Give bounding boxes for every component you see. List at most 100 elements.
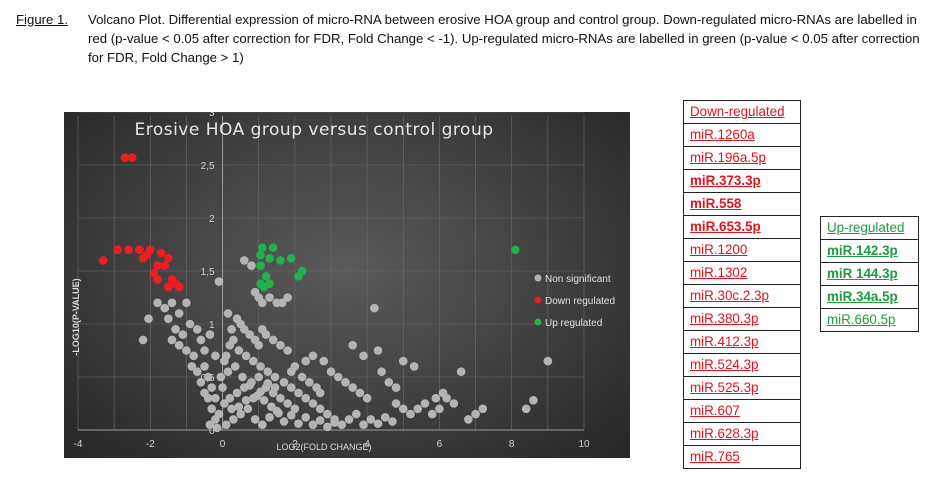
non-significant-point <box>239 325 249 334</box>
non-significant-point <box>355 388 365 398</box>
volcano-plot: -4-202468100,511,522,530 Erosive HOA gro… <box>71 112 615 452</box>
non-significant-point <box>276 393 285 403</box>
non-significant-point <box>294 388 303 398</box>
non-significant-point <box>200 362 209 371</box>
non-significant-point <box>196 378 206 387</box>
down-regulated-point <box>113 245 123 255</box>
non-significant-point <box>259 396 269 405</box>
non-significant-point <box>380 412 390 422</box>
up-regulated-point <box>256 250 265 260</box>
non-significant-point <box>319 356 329 366</box>
non-significant-point <box>223 309 233 318</box>
y-tick-label: 1,5 <box>201 267 215 278</box>
up-regulated-point <box>259 282 269 292</box>
non-significant-point <box>144 314 153 323</box>
x-tick-label: 8 <box>509 439 515 450</box>
x-tick-label: 4 <box>364 439 370 450</box>
non-significant-point <box>290 404 300 414</box>
non-significant-point <box>333 372 343 382</box>
down-regulated-mirna-cell: miR.373.3p <box>683 169 801 193</box>
non-significant-point <box>283 399 292 408</box>
down-regulated-point <box>138 253 148 263</box>
non-significant-point <box>352 409 361 419</box>
non-significant-point <box>250 415 260 424</box>
non-significant-point <box>234 346 244 355</box>
non-significant-point <box>420 399 430 408</box>
non-significant-point <box>308 399 318 408</box>
non-significant-point <box>359 351 368 361</box>
non-significant-point <box>478 404 488 414</box>
down-regulated-mirna-cell: miR.607 <box>683 399 801 423</box>
legend-label: Down regulated <box>545 296 615 307</box>
down-regulated-mirna-cell: miR.1260a <box>683 123 801 147</box>
non-significant-point <box>256 362 265 371</box>
down-regulated-point <box>174 282 184 292</box>
non-significant-point <box>323 422 332 432</box>
non-significant-point <box>301 412 310 422</box>
non-significant-point <box>138 335 148 345</box>
non-significant-point <box>529 396 538 405</box>
non-significant-point <box>330 418 339 427</box>
down-regulated-table: Down-regulated miR.1260a miR.196a.5p miR.37… <box>683 100 801 469</box>
y-tick-label: 3 <box>209 112 215 119</box>
non-significant-point <box>427 409 437 419</box>
non-significant-point <box>254 372 264 382</box>
figure-label: Figure 1. <box>16 12 69 27</box>
non-significant-point <box>207 404 217 414</box>
non-significant-point <box>315 416 325 425</box>
non-significant-point <box>211 393 220 403</box>
up-regulated-table: Up-regulated miR.142.3p miR 144.3p miR.34a.… <box>820 216 919 332</box>
non-significant-point <box>232 388 242 398</box>
non-significant-point <box>406 409 415 419</box>
non-significant-point <box>388 417 397 426</box>
non-significant-point <box>211 351 220 361</box>
non-significant-point <box>230 362 240 371</box>
non-significant-point <box>192 325 202 334</box>
non-significant-point <box>308 420 318 430</box>
non-significant-point <box>279 417 289 426</box>
non-significant-point <box>337 420 347 430</box>
non-significant-point <box>438 388 448 398</box>
down-regulated-point <box>153 261 162 270</box>
down-regulated-mirna-cell: miR.628.3p <box>683 422 801 446</box>
non-significant-point <box>277 298 287 308</box>
non-significant-point <box>203 372 213 382</box>
up-regulated-point <box>256 261 265 270</box>
non-significant-point <box>171 325 180 334</box>
non-significant-point <box>274 408 283 418</box>
non-significant-point <box>223 367 233 376</box>
non-significant-point <box>167 335 177 345</box>
x-tick-label: -2 <box>146 439 155 450</box>
non-significant-point <box>182 298 191 308</box>
non-significant-point <box>225 393 235 403</box>
non-significant-point <box>218 383 227 392</box>
non-significant-point <box>366 415 376 424</box>
non-significant-point <box>196 335 206 345</box>
non-significant-point <box>344 415 354 424</box>
down-regulated-mirna-cell: miR.558 <box>683 192 801 216</box>
up-regulated-point <box>258 243 267 252</box>
non-significant-point <box>220 399 229 408</box>
non-significant-point <box>326 367 336 376</box>
non-significant-point <box>286 383 296 392</box>
y-axis-label: -LOG10(P-VALUE) <box>71 278 81 355</box>
non-significant-point <box>456 367 466 376</box>
non-significant-point <box>239 256 249 265</box>
non-significant-point <box>207 383 217 392</box>
up-regulated-point <box>294 272 303 281</box>
down-regulated-point <box>145 245 155 255</box>
non-significant-point <box>543 356 553 366</box>
non-significant-point <box>301 393 310 403</box>
non-significant-point <box>189 351 198 361</box>
down-regulated-header: Down-regulated <box>683 100 801 124</box>
down-regulated-point <box>120 153 130 162</box>
non-significant-point <box>270 383 280 392</box>
non-significant-point <box>247 261 256 270</box>
data-points <box>99 153 553 433</box>
down-regulated-mirna-cell: miR.412.3p <box>683 330 801 354</box>
volcano-plot-panel: -4-202468100,511,522,530 Erosive HOA gro… <box>64 112 630 458</box>
non-significant-point <box>373 346 383 355</box>
non-significant-point <box>221 420 231 430</box>
non-significant-point <box>203 393 213 403</box>
non-significant-point <box>243 404 253 414</box>
